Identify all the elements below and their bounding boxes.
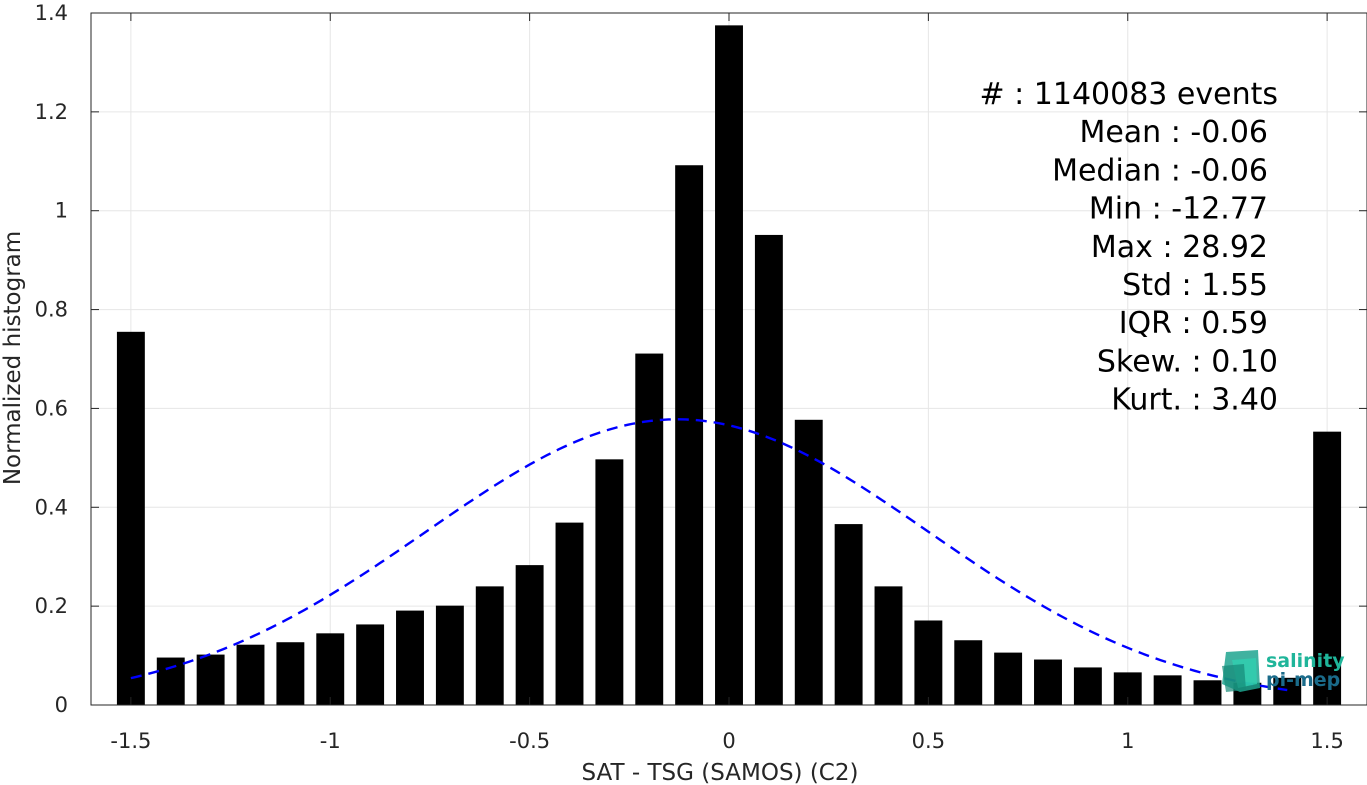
histogram-bar <box>276 642 305 705</box>
x-tick-label: -0.5 <box>509 729 550 753</box>
histogram-bar <box>595 459 624 705</box>
histogram-bar <box>834 524 863 705</box>
histogram-bar <box>715 25 743 706</box>
histogram-bar <box>396 610 424 705</box>
y-tick-label: 1 <box>55 199 68 223</box>
histogram-bars <box>116 25 1342 706</box>
x-tick-label: 0.5 <box>912 729 945 753</box>
x-tick-label: -1.5 <box>110 729 151 753</box>
histogram-bar <box>635 353 664 705</box>
stats-line: Min : -12.77 <box>1089 192 1268 227</box>
histogram-bar <box>356 624 385 705</box>
y-tick-label: 1.4 <box>35 1 68 25</box>
y-tick-label: 1.2 <box>35 100 68 124</box>
stats-line: IQR : 0.59 <box>1119 306 1268 341</box>
histogram-bar <box>435 605 464 705</box>
histogram-bar <box>236 644 265 705</box>
y-tick-label: 0 <box>55 693 68 717</box>
salinity-pi-mep-logo: salinity pi-mep <box>1222 650 1345 692</box>
normal-fit-curve <box>130 418 1288 692</box>
histogram-bar <box>196 654 225 705</box>
stats-line: Kurt. : 3.40 <box>1111 383 1278 418</box>
histogram-bar <box>954 640 983 705</box>
histogram-bar <box>675 165 704 706</box>
y-tick-label: 0.6 <box>35 396 68 420</box>
stats-line: Mean : -0.06 <box>1079 115 1268 150</box>
y-tick-label: 0.8 <box>35 298 68 322</box>
histogram-bar <box>1073 667 1102 705</box>
x-tick-label: 0 <box>722 729 735 753</box>
y-tick-label: 0.2 <box>35 594 68 618</box>
histogram-bar <box>316 633 345 705</box>
histogram-bar <box>874 586 903 705</box>
stats-line: # : 1140083 events <box>979 77 1278 112</box>
histogram-bar <box>994 652 1023 705</box>
y-tick-labels: 0 0.2 0.4 0.6 0.8 1 1.2 1.4 <box>35 1 68 717</box>
histogram-bar <box>475 586 504 705</box>
histogram-bar <box>1153 675 1182 705</box>
histogram-bar <box>914 620 943 705</box>
histogram-bar <box>1193 680 1222 705</box>
x-tick-label: 1 <box>1121 729 1134 753</box>
logo-icon <box>1222 650 1260 692</box>
histogram-bar <box>1034 659 1062 705</box>
stats-line: Max : 28.92 <box>1091 230 1268 265</box>
y-axis-label: Normalized histogram <box>0 231 26 485</box>
histogram-bar <box>794 419 823 705</box>
axis-ticks <box>91 12 1367 706</box>
stats-line: Median : -0.06 <box>1052 153 1268 188</box>
y-tick-label: 0.4 <box>35 495 68 519</box>
histogram-bar <box>515 565 544 705</box>
x-tick-label: -1 <box>320 729 341 753</box>
x-axis-label: SAT - TSG (SAMOS) (C2) <box>582 760 859 785</box>
x-tick-label: 1.5 <box>1310 729 1343 753</box>
logo-text-pi-mep: pi-mep <box>1266 669 1340 691</box>
histogram-bar <box>1313 431 1342 705</box>
histogram-bar <box>555 522 584 705</box>
histogram-bar <box>754 234 783 706</box>
stats-line: Skew. : 0.10 <box>1097 344 1278 379</box>
stats-line: Std : 1.55 <box>1122 268 1268 303</box>
logo-text-salinity: salinity <box>1266 650 1345 672</box>
histogram-bar <box>156 657 185 705</box>
x-tick-labels: -1.5 -1 -0.5 0 0.5 1 1.5 <box>110 729 1343 753</box>
histogram-bar <box>116 331 145 705</box>
histogram-bar <box>1273 677 1302 705</box>
